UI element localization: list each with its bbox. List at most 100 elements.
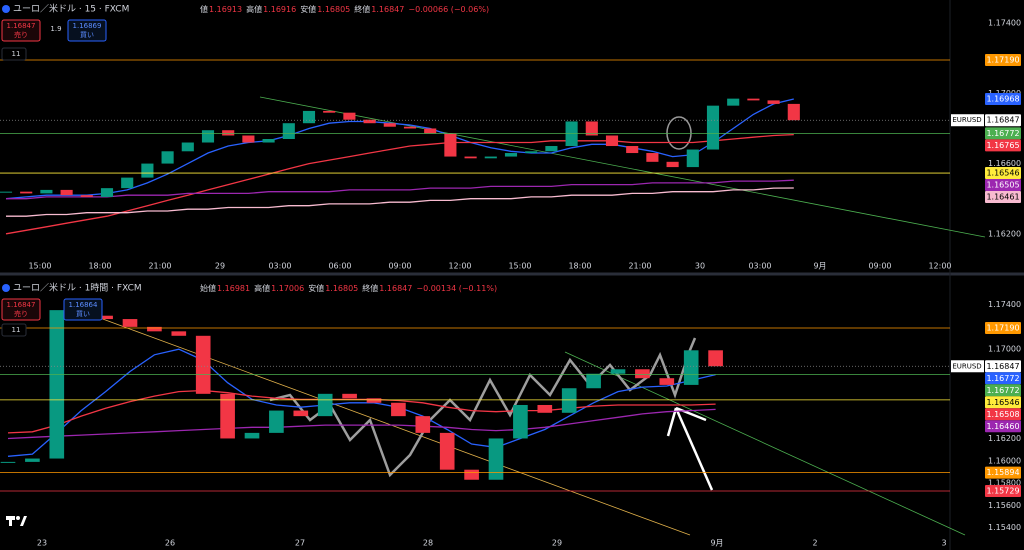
price-tag	[985, 466, 1021, 479]
price-tag	[985, 191, 1021, 204]
candle	[293, 410, 309, 417]
candle	[244, 432, 260, 439]
ohlc-value: 1.16847	[379, 284, 412, 293]
sell-price: 1.16847	[7, 22, 36, 30]
price-tag	[985, 167, 1021, 180]
ohlc-value: 1.16847	[371, 5, 404, 14]
x-tick-label: 03:00	[268, 262, 291, 271]
zigzag-drawing	[269, 337, 697, 478]
price-tag	[985, 54, 1021, 67]
y-tick-label: 1.16200	[988, 229, 1021, 238]
symbol-tag-label: EURUSD	[952, 362, 981, 370]
price-tag-label: 1.16460	[986, 422, 1019, 431]
sell-button	[1, 298, 41, 321]
x-tick-label: 21:00	[628, 262, 651, 271]
candle	[100, 188, 114, 197]
candle	[25, 458, 40, 462]
candle	[464, 469, 479, 480]
moving-average	[5, 133, 794, 235]
x-tick-label: 28	[423, 539, 433, 548]
candle	[415, 416, 431, 433]
x-tick-label: 21:00	[148, 262, 171, 271]
price-tag-label: 1.16772	[986, 386, 1019, 395]
ohlc-value: 1.16916	[263, 5, 296, 14]
candle	[181, 142, 194, 152]
x-tick-label: 23	[37, 539, 47, 548]
x-tick-label: 09:00	[868, 262, 891, 271]
x-tick-label: 2	[812, 539, 817, 548]
price-tag	[985, 114, 1021, 127]
candle	[666, 161, 679, 168]
x-tick-label: 3	[941, 539, 946, 548]
candle	[147, 326, 162, 332]
candle	[610, 369, 626, 374]
price-tag	[985, 321, 1021, 334]
candle	[49, 310, 65, 459]
price-tag-label: 1.15894	[986, 468, 1019, 477]
moving-average	[7, 389, 716, 434]
price-tag-label: 1.16546	[986, 398, 1019, 407]
sell-button	[1, 19, 41, 42]
candle	[343, 112, 356, 120]
candle	[242, 135, 255, 143]
candle	[484, 156, 497, 159]
candle	[141, 163, 154, 178]
x-tick-label: 30	[695, 262, 705, 271]
candle	[80, 195, 93, 197]
x-tick-label: 9月	[710, 539, 723, 548]
ohlc-label: 始値	[200, 283, 216, 293]
price-tag	[985, 408, 1021, 421]
price-tag	[985, 360, 1021, 373]
ohlc-label: 終値	[362, 283, 378, 293]
ohlc-line: 値1.16913 高値1.16916 安値1.16805 終値1.16847 −0.00…	[200, 4, 489, 14]
ohlc-label: 値	[200, 4, 208, 14]
x-tick-label: 09:00	[388, 262, 411, 271]
x-tick-label: 29	[552, 539, 562, 548]
candle	[626, 146, 639, 154]
candle	[40, 189, 53, 194]
candle	[161, 151, 174, 164]
price-tag-label: 1.16461	[986, 193, 1019, 202]
symbol-tag	[951, 360, 984, 373]
price-tag-label: 1.16847	[986, 362, 1019, 371]
candle	[323, 110, 336, 113]
spread: 1.9	[50, 25, 61, 33]
candle	[659, 378, 675, 385]
x-tick-label: 9月	[813, 262, 826, 271]
symbol-tag	[951, 114, 984, 127]
ohlc-value: 1.16913	[209, 5, 242, 14]
symbol-icon	[2, 284, 10, 292]
candle	[98, 315, 113, 320]
moving-average	[6, 187, 794, 217]
moving-average	[7, 408, 716, 440]
x-tick-label: 03:00	[748, 262, 771, 271]
chart-title: ユーロ／米ドル · 1時間 · FXCM	[13, 282, 142, 294]
y-tick-label: 1.16600	[988, 159, 1021, 168]
price-tag	[985, 396, 1021, 409]
price-tag-label: 1.16546	[986, 169, 1019, 178]
trendline	[564, 351, 966, 536]
candle	[787, 103, 800, 121]
buy-price: 1.16864	[69, 301, 98, 309]
candle	[302, 110, 316, 124]
ohlc-value: 1.16981	[217, 284, 250, 293]
price-tag	[985, 127, 1021, 140]
ohlc-label: 安値	[308, 283, 324, 293]
y-tick-label: 1.16000	[988, 456, 1021, 465]
price-tag-label: 1.17190	[986, 56, 1019, 65]
candle	[504, 153, 518, 157]
change: −0.00134 (−0.11%)	[416, 284, 497, 293]
ohlc-value: 1.16805	[317, 5, 350, 14]
candle	[317, 393, 333, 417]
x-tick-label: 06:00	[328, 262, 351, 271]
candle	[561, 388, 577, 413]
candle	[195, 335, 211, 394]
moving-average	[6, 179, 794, 200]
x-tick-label: 27	[295, 539, 305, 548]
candle	[444, 133, 457, 157]
ohlc-value: 1.17006	[271, 284, 304, 293]
price-tag-label: 1.16765	[986, 141, 1019, 150]
symbol-tag-label: EURUSD	[952, 116, 981, 124]
price-tag	[985, 372, 1021, 385]
candle	[683, 350, 699, 385]
